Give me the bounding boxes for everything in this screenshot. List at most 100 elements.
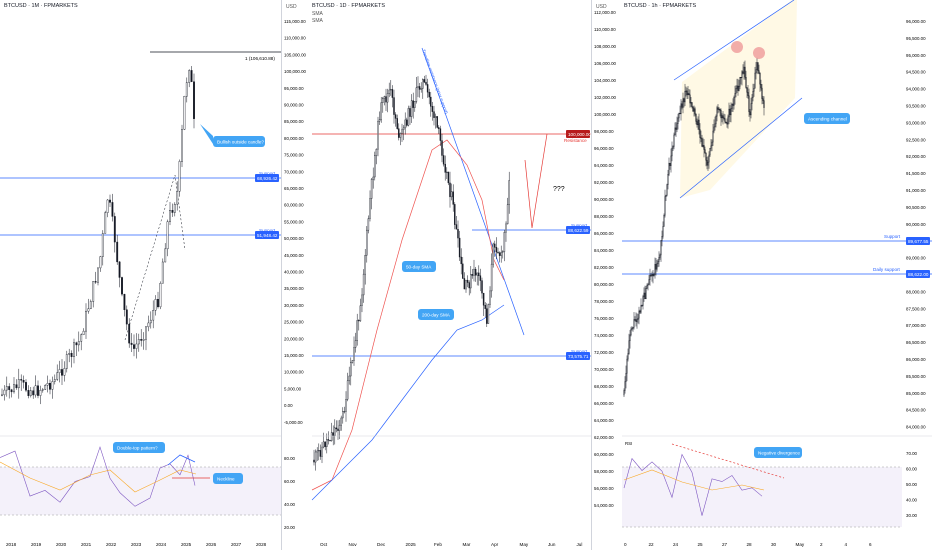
candle <box>662 226 664 237</box>
rsi-tag: RSI <box>625 441 632 446</box>
candle <box>683 98 685 103</box>
candle <box>481 280 483 294</box>
candle <box>140 339 143 341</box>
candle <box>383 96 386 99</box>
candle <box>505 223 507 233</box>
candle <box>685 90 687 92</box>
y-tick-label: 106,000.00 <box>594 61 617 66</box>
y-right-tick-label: 95,500.00 <box>906 36 926 41</box>
y-tick-label: 95,000.00 <box>284 86 304 91</box>
candle <box>125 309 128 325</box>
candle <box>638 310 640 319</box>
candle <box>164 248 167 263</box>
candle <box>466 279 469 283</box>
candle <box>476 272 478 276</box>
candle <box>457 229 459 239</box>
candle <box>725 121 727 123</box>
support-badge <box>566 352 590 360</box>
y-tick-label: 55,000.00 <box>284 219 304 224</box>
support-badge <box>566 226 590 234</box>
candle <box>759 72 761 85</box>
sma200-callout-text: 200-day SMA <box>422 312 451 317</box>
candle <box>402 127 405 130</box>
candle <box>450 191 453 198</box>
y-tick-label: 110,000.00 <box>284 36 306 41</box>
candle <box>689 94 691 104</box>
candle <box>681 103 683 108</box>
candle <box>700 137 702 139</box>
rsi-tick-label: 30.00 <box>906 513 918 518</box>
candle <box>37 385 39 396</box>
candle <box>728 108 730 118</box>
candle <box>692 106 694 112</box>
candle <box>503 231 506 252</box>
candle <box>727 116 729 125</box>
candle <box>13 384 15 393</box>
candle <box>409 108 411 117</box>
rsi-ma <box>0 461 197 493</box>
candle <box>718 108 720 110</box>
y-tick-label: 62,000.00 <box>594 435 614 440</box>
channel-fill <box>680 0 797 198</box>
y-right-tick-label: 94,000.00 <box>906 87 926 92</box>
candle <box>679 113 681 115</box>
x-tick-label: Dec <box>377 542 386 547</box>
y-tick-label: 40,000.00 <box>284 270 304 275</box>
candle <box>321 446 323 457</box>
daily-chart[interactable]: 115,000.00 110,000.00 105,000.00 100,000.00… <box>282 0 591 550</box>
candle <box>678 113 680 119</box>
candle <box>670 155 672 166</box>
candle <box>629 334 631 342</box>
candle <box>385 96 387 103</box>
candle <box>736 85 738 89</box>
candle <box>370 178 373 199</box>
trendline-label: Trendline resistance (prior support) <box>421 49 449 115</box>
rsi-tick-label: 60.00 <box>906 467 918 472</box>
support-label: Support <box>259 171 276 176</box>
candle <box>653 274 655 277</box>
panel-daily: BTCUSD · 1D · FPMARKETS SMA SMA USD 115,… <box>282 0 591 550</box>
question-marks: ??? <box>553 186 565 193</box>
y-tick-label: 90,000.00 <box>284 103 304 108</box>
x-tick-label: Jun <box>548 542 556 547</box>
sma50-line <box>311 139 505 491</box>
candle <box>729 108 731 116</box>
support-label: Support <box>884 234 901 239</box>
candle <box>458 237 461 258</box>
candle <box>463 278 466 290</box>
candle <box>343 411 346 413</box>
candle <box>29 390 32 396</box>
support-badge-text: 88,622.00 <box>908 272 929 277</box>
candle <box>492 243 494 265</box>
monthly-chart[interactable]: 1 (106,610.88)Support68,926.42Support51,… <box>0 0 281 550</box>
candle <box>687 93 689 96</box>
y-tick-label: 102,000.00 <box>594 95 617 100</box>
candle <box>654 264 656 275</box>
candle <box>70 353 73 357</box>
hourly-chart[interactable]: 112,000.00 110,000.00 108,000.00 106,000.00… <box>592 0 932 550</box>
candle <box>644 292 646 300</box>
rsi-tick-label: 40.00 <box>284 502 296 507</box>
candle <box>656 263 658 270</box>
x-tick-label: 2024 <box>156 542 167 547</box>
candle <box>113 216 116 243</box>
candle <box>51 381 54 390</box>
candle <box>351 360 354 363</box>
candle <box>465 279 467 290</box>
y-tick-label: 115,000.00 <box>284 19 306 24</box>
y-right-tick-label: 92,500.00 <box>906 137 926 142</box>
x-tick-label: 24 <box>673 542 679 547</box>
candle <box>762 98 764 101</box>
candle <box>460 256 462 265</box>
candle <box>474 268 477 276</box>
candle <box>690 102 692 104</box>
rsi-line <box>0 446 196 507</box>
candle <box>111 202 114 217</box>
candle <box>327 439 330 441</box>
candle <box>712 130 714 143</box>
candle <box>669 162 671 166</box>
candle <box>361 294 363 306</box>
x-tick-label: 22 <box>649 542 655 547</box>
candle <box>701 138 703 147</box>
candle <box>626 358 628 374</box>
